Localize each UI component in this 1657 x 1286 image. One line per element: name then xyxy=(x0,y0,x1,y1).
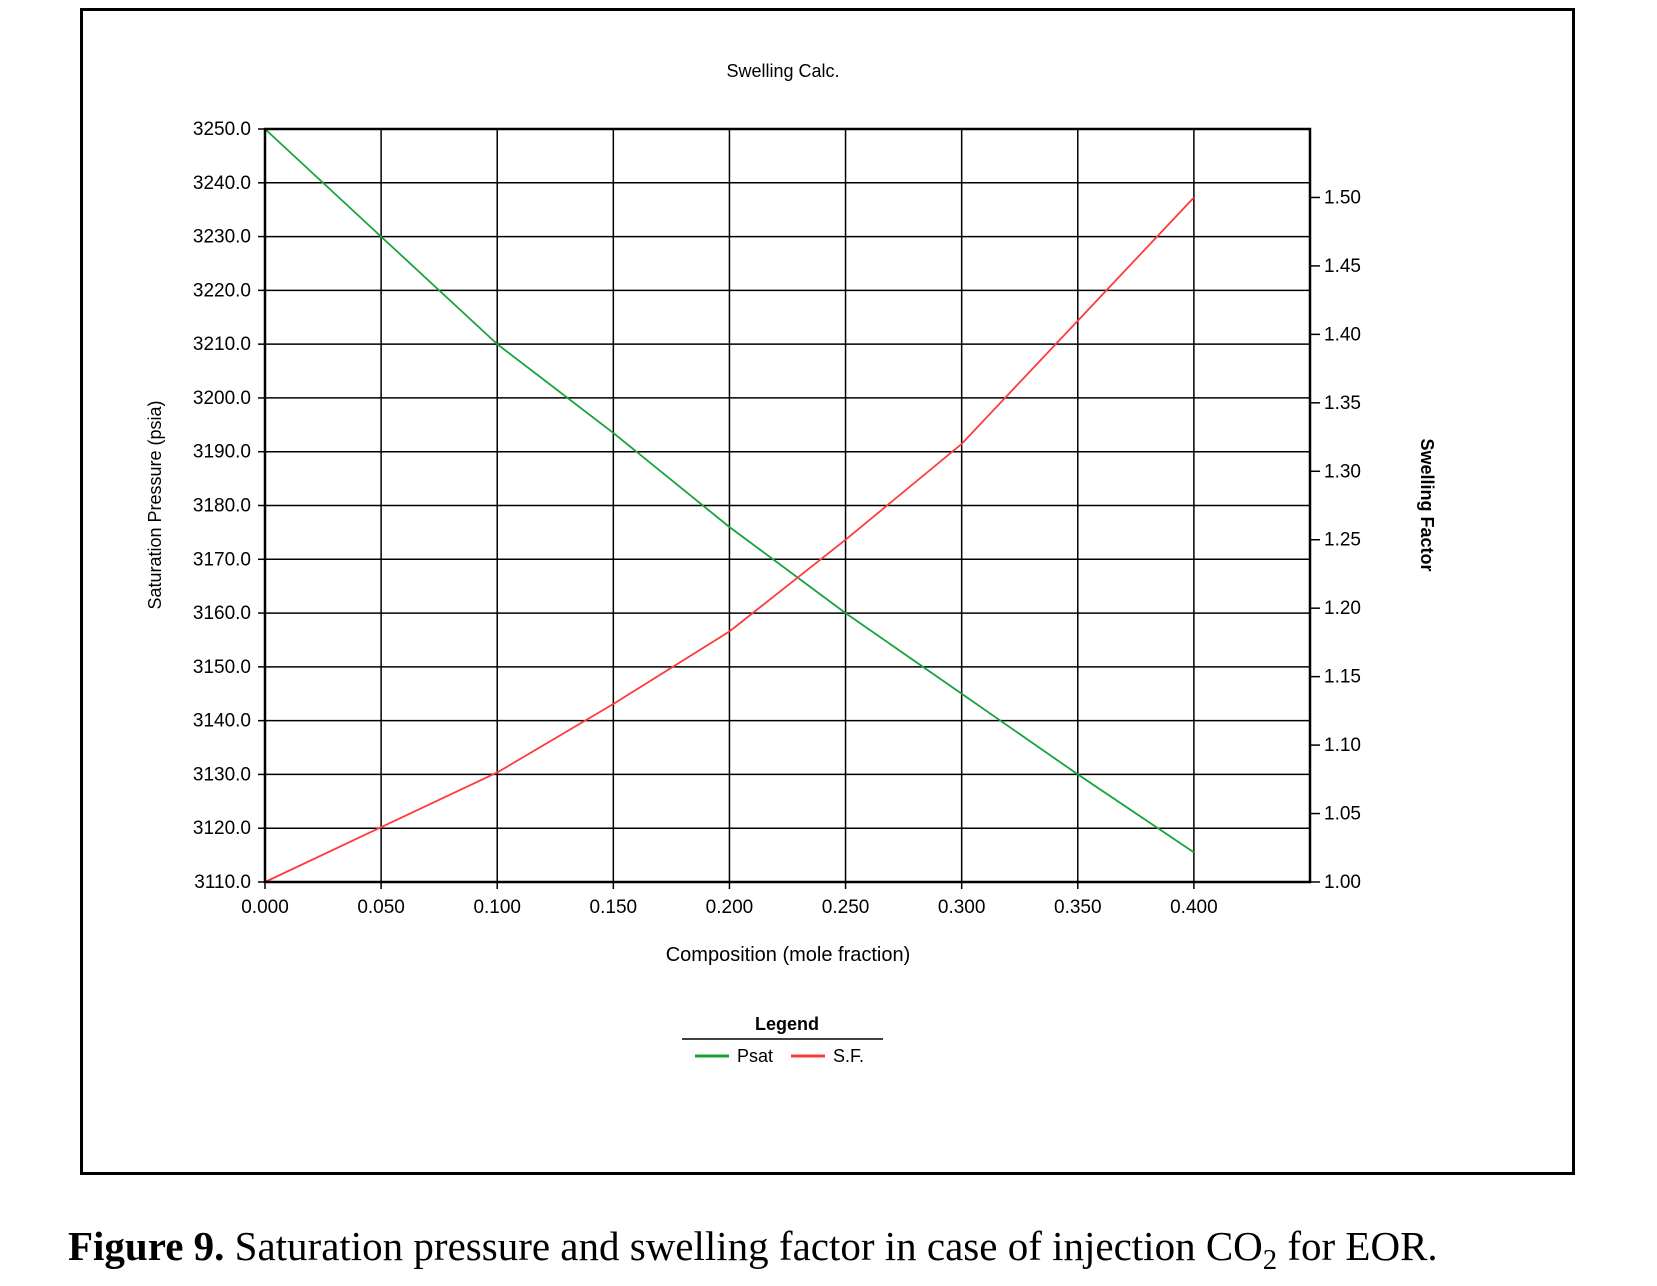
caption-label: Figure 9. xyxy=(68,1223,225,1269)
y-tick-label: 3230.0 xyxy=(193,227,251,248)
y2-tick-label: 1.45 xyxy=(1324,256,1361,277)
x-axis-label: Composition (mole fraction) xyxy=(666,944,911,966)
series-line-sf xyxy=(264,196,1195,883)
x-tick-label: 0.400 xyxy=(1170,897,1218,918)
x-tick-label: 0.100 xyxy=(473,897,521,918)
legend-items: Psat S.F. xyxy=(695,1046,864,1066)
series-lines xyxy=(264,128,1195,883)
y-tick-label: 3140.0 xyxy=(193,711,251,732)
y-tick-label: 3180.0 xyxy=(193,496,251,517)
y2-tick-label: 1.30 xyxy=(1324,461,1361,482)
x-tick-label: 0.050 xyxy=(357,897,405,918)
caption-text-end: for EOR. xyxy=(1277,1223,1438,1269)
figure-frame: 0.000 0.050 0.100 0.150 0.200 0.250 0.300 0.350… xyxy=(80,8,1575,1175)
legend-label-sf: S.F. xyxy=(833,1046,864,1066)
y-tick-label: 3190.0 xyxy=(193,442,251,463)
grid-lines xyxy=(264,128,1310,883)
caption-text: Saturation pressure and swelling factor … xyxy=(234,1223,1263,1269)
legend-label-psat: Psat xyxy=(737,1046,773,1066)
chart-title: Swelling Calc. xyxy=(726,61,839,81)
axis-ticks: 0.000 0.050 0.100 0.150 0.200 0.250 0.300 0.350… xyxy=(193,119,1361,918)
legend-title: Legend xyxy=(755,1014,819,1034)
y2-tick-label: 1.00 xyxy=(1324,872,1361,893)
y-tick-label: 3200.0 xyxy=(193,388,251,409)
y-tick-label: 3110.0 xyxy=(194,872,251,893)
x-tick-label: 0.250 xyxy=(822,897,870,918)
y-tick-label: 3120.0 xyxy=(193,818,251,839)
y2-tick-label: 1.25 xyxy=(1324,530,1361,551)
y-tick-label: 3210.0 xyxy=(193,334,251,355)
y2-tick-label: 1.35 xyxy=(1324,393,1361,414)
x-tick-label: 0.000 xyxy=(241,897,289,918)
y2-tick-label: 1.40 xyxy=(1324,324,1361,345)
y2-tick-label: 1.10 xyxy=(1324,735,1361,756)
y2-tick-label: 1.05 xyxy=(1324,804,1361,825)
series-line-psat xyxy=(264,128,1195,854)
y-tick-label: 3160.0 xyxy=(193,603,251,624)
caption-subscript: 2 xyxy=(1262,1244,1278,1277)
y-axis-label: Saturation Pressure (psia) xyxy=(145,400,165,609)
x-tick-label: 0.200 xyxy=(706,897,754,918)
y-tick-label: 3220.0 xyxy=(193,280,251,301)
y2-tick-label: 1.15 xyxy=(1324,667,1361,688)
y-tick-label: 3240.0 xyxy=(193,173,251,194)
figure-caption: Figure 9. Saturation pressure and swelli… xyxy=(68,1222,1438,1277)
y2-tick-label: 1.50 xyxy=(1324,187,1361,208)
x-tick-label: 0.300 xyxy=(938,897,986,918)
x-tick-label: 0.150 xyxy=(590,897,638,918)
y2-axis-label: Swelling Factor xyxy=(1417,438,1437,571)
y-tick-label: 3250.0 xyxy=(193,119,251,140)
legend: Legend Psat S.F. xyxy=(682,1014,883,1066)
y-tick-label: 3170.0 xyxy=(193,549,251,570)
x-tick-label: 0.350 xyxy=(1054,897,1102,918)
y-tick-label: 3150.0 xyxy=(193,657,251,678)
y-tick-label: 3130.0 xyxy=(193,764,251,785)
y2-tick-label: 1.20 xyxy=(1324,598,1361,619)
chart: 0.000 0.050 0.100 0.150 0.200 0.250 0.300 0.350… xyxy=(145,61,1437,1066)
